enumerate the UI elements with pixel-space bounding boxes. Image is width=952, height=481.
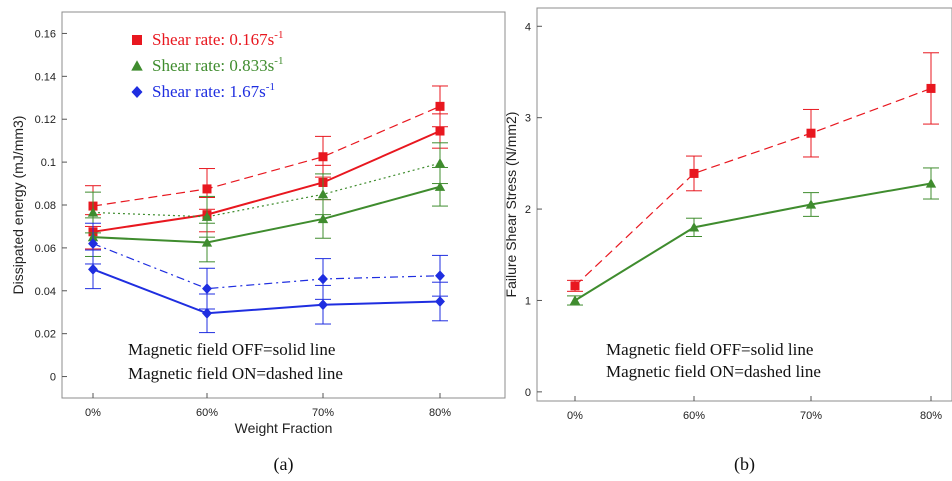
data-point	[570, 281, 580, 291]
data-point	[435, 126, 445, 136]
legend-entry: Shear rate: 1.67s-1	[152, 81, 275, 101]
x-tick-label: 70%	[312, 407, 334, 419]
data-point	[435, 296, 445, 307]
data-point	[569, 295, 581, 305]
data-point	[201, 211, 213, 221]
data-point	[87, 207, 99, 217]
data-point	[688, 222, 700, 232]
y-tick-label: 0.02	[35, 329, 56, 341]
x-tick-label: 0%	[85, 407, 101, 419]
series-line	[574, 182, 932, 302]
x-tick-label: 60%	[683, 410, 705, 422]
legend-entry: Shear rate: 0.167s-1	[152, 29, 283, 49]
series-line	[92, 130, 441, 233]
y-tick-label: 0	[525, 387, 531, 399]
x-tick-label: 60%	[196, 407, 218, 419]
legend-superscript: -1	[266, 81, 275, 93]
data-point	[805, 199, 817, 209]
legend-entry: Shear rate: 0.833s-1	[152, 55, 283, 75]
x-tick-label: 70%	[800, 410, 822, 422]
data-point	[317, 213, 329, 224]
x-axis-label: Weight Fraction	[235, 420, 333, 436]
series-0	[85, 113, 448, 250]
data-point	[317, 189, 329, 199]
y-tick-label: 0.1	[41, 157, 56, 169]
data-point	[88, 263, 98, 275]
y-tick-label: 0.08	[35, 200, 56, 212]
y-tick-label: 3	[525, 113, 531, 125]
series-line	[574, 87, 932, 287]
data-point	[202, 307, 212, 319]
y-axis-label: Failure Shear Stress (N/mm2)	[503, 112, 519, 298]
y-axis-label: Dissipated energy (mJ/mm3)	[10, 116, 26, 295]
legend-text: Shear rate: 1.67s	[152, 82, 266, 101]
data-point	[202, 184, 212, 194]
series-line	[92, 243, 441, 290]
y-tick-label: 0.12	[35, 114, 56, 126]
chart-panel-b: 0 1 2 3 4 0% 60% 70% 80% Failure Shear Stress (N/…	[503, 7, 952, 475]
series-line	[92, 162, 441, 218]
plot-frame	[536, 7, 952, 402]
data-point	[88, 238, 98, 249]
x-tick-label: 0%	[567, 410, 583, 422]
y-tick-label: 0.14	[35, 71, 56, 83]
data-point	[318, 152, 328, 162]
x-tick-label: 80%	[429, 407, 451, 419]
data-point	[435, 101, 445, 111]
data-point	[435, 270, 445, 282]
data-point	[806, 128, 816, 138]
legend-marker	[131, 60, 143, 71]
series-3	[85, 142, 448, 238]
series-line	[92, 105, 441, 207]
panel-label: (a)	[274, 454, 294, 475]
data-point	[201, 237, 213, 247]
series-0	[567, 167, 939, 306]
legend-marker	[132, 35, 142, 45]
legend-text: Shear rate: 0.833s	[152, 56, 274, 75]
annotation-note: Magnetic field OFF=solid line	[606, 340, 813, 359]
data-point	[318, 273, 328, 285]
y-tick-label: 0.04	[35, 286, 56, 298]
series-line	[92, 185, 441, 244]
annotation-note: Magnetic field OFF=solid line	[128, 340, 335, 359]
annotation-note: Magnetic field ON=dashed line	[128, 364, 343, 383]
series-4	[85, 249, 448, 334]
data-point	[925, 178, 937, 188]
y-tick-label: 4	[525, 21, 531, 33]
series-line	[92, 268, 441, 315]
legend-marker	[131, 86, 143, 98]
y-tick-label: 0	[50, 372, 56, 384]
y-tick-label: 0.16	[35, 28, 56, 40]
legend-superscript: -1	[274, 55, 283, 67]
data-point	[434, 181, 446, 191]
data-point	[434, 158, 446, 168]
legend-text: Shear rate: 0.167s	[152, 30, 274, 49]
y-tick-label: 2	[525, 204, 531, 216]
chart-panel-a: 0 0.02 0.04 0.06 0.08 0.1 0.12 0.14 0.16 0% 60% 70%…	[10, 11, 506, 475]
panel-label: (b)	[734, 454, 755, 475]
series-5	[85, 222, 448, 310]
legend-superscript: -1	[274, 29, 283, 41]
data-point	[689, 168, 699, 178]
series-1	[567, 52, 939, 292]
data-point	[202, 283, 212, 295]
y-tick-label: 0.06	[35, 243, 56, 255]
annotation-note: Magnetic field ON=dashed line	[606, 362, 821, 381]
data-point	[318, 299, 328, 311]
series-1	[85, 85, 448, 227]
x-tick-label: 80%	[920, 410, 942, 422]
data-point	[926, 83, 936, 93]
y-tick-label: 1	[525, 295, 531, 307]
